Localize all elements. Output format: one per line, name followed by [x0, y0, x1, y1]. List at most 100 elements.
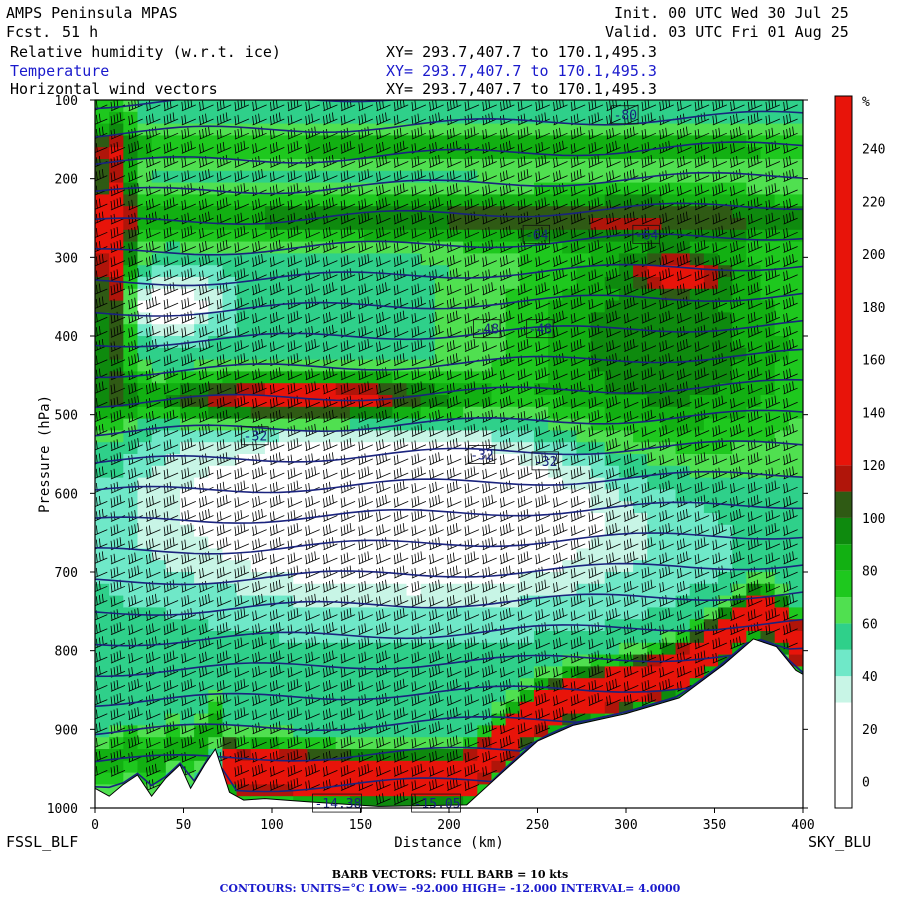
rh-cell	[151, 241, 167, 254]
rh-cell	[194, 524, 209, 538]
rh-cell	[788, 418, 803, 431]
rh-cell	[420, 182, 436, 195]
rh-cell	[392, 194, 408, 207]
rh-cell	[548, 560, 563, 573]
rh-cell	[194, 631, 209, 644]
rh-cell	[378, 772, 393, 785]
rh-cell	[349, 111, 365, 125]
rh-cell	[321, 737, 337, 750]
rh-cell	[335, 147, 351, 160]
rh-cell	[378, 312, 393, 325]
colorbar-tick-label: 140	[862, 406, 885, 421]
rh-cell	[151, 737, 167, 750]
rh-cell	[222, 442, 238, 455]
colorbar-tick-label: 240	[862, 143, 885, 158]
rh-cell	[364, 737, 379, 750]
forecast-hours: 51 h	[62, 23, 99, 41]
colorbar-tick-label: 120	[862, 459, 885, 474]
rh-cell	[279, 383, 294, 396]
rh-cell	[279, 312, 294, 325]
rh-cell	[406, 760, 422, 774]
rh-cell	[618, 572, 634, 585]
colorbar-tick-label: 60	[862, 617, 878, 632]
rh-cell	[321, 524, 337, 538]
rh-cell	[760, 406, 776, 420]
rh-cell	[477, 170, 493, 184]
rh-cell	[293, 383, 308, 396]
rh-cell	[406, 784, 422, 797]
rh-cell	[194, 536, 209, 549]
rh-cell	[194, 170, 209, 184]
rh-cell	[151, 701, 167, 715]
rh-cell	[477, 347, 493, 361]
rh-cell	[788, 513, 803, 526]
rh-cell	[449, 100, 464, 113]
rh-cell	[236, 666, 252, 679]
rh-cell	[477, 194, 493, 207]
rh-cell	[236, 277, 252, 290]
right-endpoint-label: SKY_BLU	[808, 833, 872, 851]
rh-cell	[477, 760, 493, 774]
rh-cell	[434, 725, 450, 738]
rh-cell	[364, 170, 379, 184]
rh-cell	[236, 642, 252, 656]
rh-cell	[349, 147, 365, 160]
rh-cell	[307, 701, 323, 715]
field-rh-xy: XY= 293.7,407.7 to 170.1,495.3	[386, 43, 657, 61]
rh-cell	[208, 572, 224, 585]
rh-cell	[335, 135, 351, 148]
rh-cell	[364, 265, 379, 278]
rh-cell	[293, 418, 308, 431]
rh-cell	[349, 312, 365, 325]
rh-cell	[760, 560, 776, 573]
rh-cell	[236, 147, 252, 160]
rh-cell	[689, 159, 705, 172]
rh-cell	[307, 347, 323, 361]
rh-cell	[760, 619, 776, 632]
rh-cell	[378, 111, 393, 125]
rh-cell	[434, 666, 450, 679]
rh-cell	[236, 206, 252, 219]
rh-cell	[349, 619, 365, 632]
rh-cell	[760, 288, 776, 302]
rh-cell	[208, 524, 224, 538]
rh-cell	[165, 713, 181, 726]
rh-cell	[279, 477, 294, 490]
rh-cell	[548, 123, 563, 136]
rh-cell	[151, 524, 167, 538]
rh-cell	[279, 253, 294, 266]
rh-cell	[378, 383, 393, 396]
rh-cell	[434, 100, 450, 113]
rh-cell	[137, 524, 153, 538]
rh-cell	[760, 265, 776, 278]
rh-cell	[137, 253, 153, 266]
rh-cell	[364, 524, 379, 538]
rh-cell	[788, 631, 803, 644]
rh-cell	[151, 619, 167, 632]
rh-cell	[349, 100, 365, 113]
rh-cell	[307, 560, 323, 573]
contour-label: -32	[244, 430, 267, 445]
rh-cell	[250, 100, 266, 113]
rh-cell	[364, 701, 379, 715]
rh-cell	[406, 229, 422, 243]
rh-cell	[179, 595, 195, 608]
rh-cell	[137, 324, 153, 337]
rh-cell	[434, 477, 450, 490]
rh-cell	[222, 595, 238, 608]
x-tick-label: 150	[349, 818, 372, 833]
y-axis-label: Pressure (hPa)	[37, 395, 53, 513]
rh-cell	[788, 253, 803, 266]
rh-cell	[307, 395, 323, 408]
rh-cell	[335, 690, 351, 703]
rh-cell	[349, 123, 365, 136]
rh-cell	[279, 336, 294, 349]
rh-cell	[548, 701, 563, 715]
rh-cell	[378, 465, 393, 479]
rh-cell	[477, 265, 493, 278]
rh-cell	[264, 347, 280, 361]
rh-cell	[349, 536, 365, 549]
rh-cell	[123, 666, 139, 679]
rh-cell	[406, 666, 422, 679]
rh-cell	[364, 300, 379, 313]
